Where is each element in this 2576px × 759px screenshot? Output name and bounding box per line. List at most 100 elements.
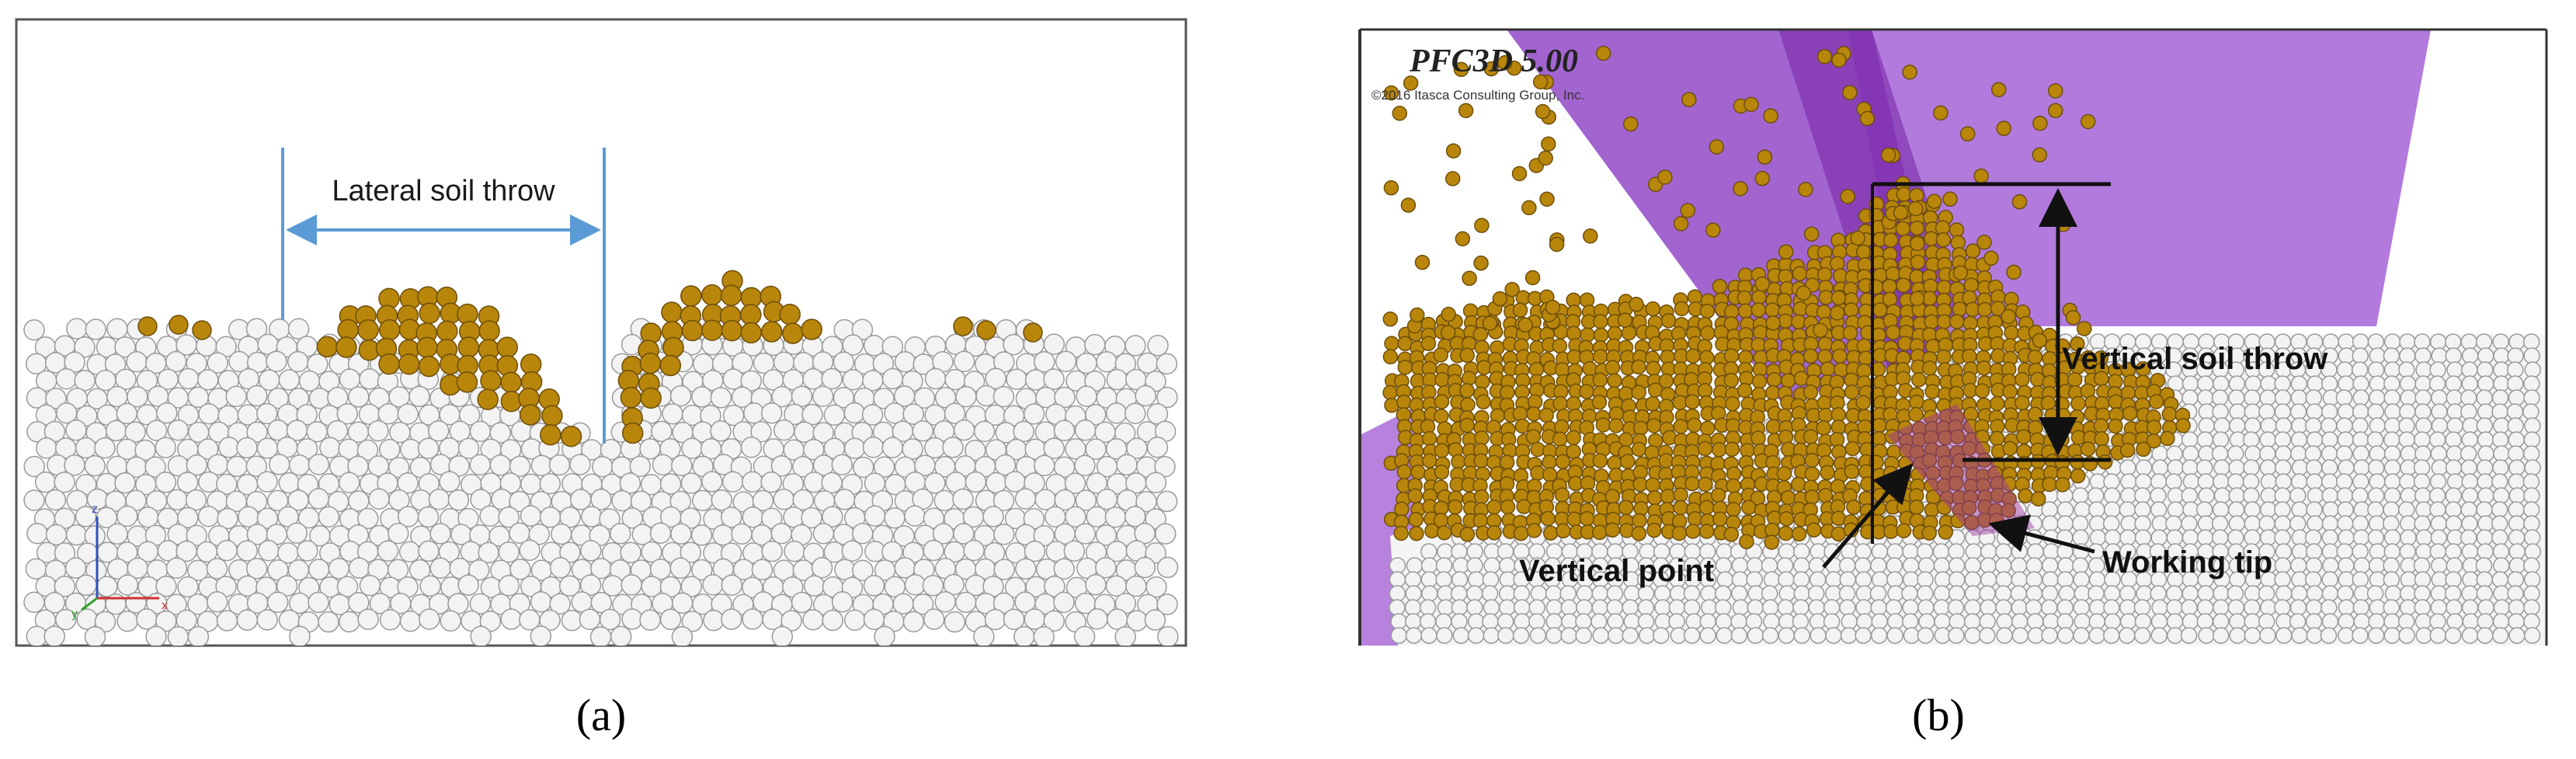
soil-particle — [2133, 627, 2151, 644]
soil-particle — [1513, 585, 1531, 602]
soil-particle — [1124, 506, 1146, 527]
soil-particle — [308, 591, 329, 614]
soil-particle — [126, 350, 148, 373]
soil-particle — [2305, 599, 2323, 616]
soil-particle — [1545, 613, 1563, 630]
soil-particle — [549, 557, 572, 579]
soil-particle — [2151, 459, 2169, 476]
soil-particle-thrown — [2070, 468, 2086, 484]
soil-particle-thrown — [1818, 290, 1834, 305]
soil-particle — [2242, 473, 2260, 490]
soil-particle — [2414, 487, 2432, 504]
soil-particle-thrown — [1832, 348, 1848, 364]
soil-particle-thrown — [1896, 277, 1911, 294]
soil-particle-thrown — [1754, 170, 1771, 186]
soil-particle — [2089, 529, 2107, 546]
soil-particle — [2228, 389, 2245, 406]
soil-particle — [2383, 473, 2401, 490]
soil-particle — [1823, 613, 1841, 630]
soil-particle — [2446, 417, 2463, 434]
soil-particle-thrown — [519, 404, 541, 426]
soil-particle-thrown — [1831, 52, 1847, 68]
soil-particle — [23, 319, 45, 341]
soil-particle-thrown — [1723, 372, 1740, 388]
soil-particle — [2071, 515, 2089, 532]
soil-particle — [1483, 599, 1500, 616]
soil-particle-thrown — [1949, 314, 1965, 329]
soil-particle — [2352, 487, 2369, 504]
soil-particle — [256, 402, 278, 425]
soil-particle — [2430, 599, 2448, 616]
soil-particle — [2337, 501, 2354, 518]
soil-particle-thrown — [1751, 374, 1768, 389]
soil-particle — [1156, 353, 1178, 375]
soil-particle-thrown — [1434, 372, 1450, 388]
soil-particle — [1933, 557, 1951, 574]
soil-particle — [1466, 585, 1483, 602]
soil-particle — [165, 557, 188, 579]
soil-particle — [732, 352, 753, 374]
soil-particle — [2274, 375, 2291, 392]
soil-particle — [2058, 585, 2076, 602]
soil-particle — [236, 437, 258, 459]
soil-particle-thrown — [2161, 406, 2178, 422]
soil-particle — [54, 472, 75, 493]
soil-particle-thrown — [1935, 232, 1952, 248]
soil-particle — [884, 507, 906, 529]
soil-particle — [2072, 529, 2089, 546]
soil-particle — [197, 505, 220, 527]
soil-particle-thrown — [1896, 186, 1912, 202]
soil-particle — [1761, 599, 1779, 616]
soil-particle-thrown — [1699, 303, 1716, 319]
soil-particle — [2166, 599, 2183, 616]
soil-particle-thrown — [1617, 312, 1633, 328]
soil-particle — [580, 540, 602, 562]
soil-particle — [2430, 557, 2448, 574]
soil-particle — [339, 611, 360, 633]
soil-particle — [599, 608, 621, 631]
soil-particle-thrown — [2015, 371, 2030, 388]
soil-particle — [881, 336, 904, 357]
soil-particle — [2073, 571, 2090, 588]
soil-particle — [984, 608, 1006, 631]
soil-particle — [43, 592, 66, 614]
soil-particle — [2167, 501, 2185, 518]
soil-particle — [802, 368, 824, 390]
soil-particle — [144, 456, 166, 478]
soil-particle — [165, 594, 187, 615]
soil-particle — [1135, 385, 1156, 407]
soil-particle — [2227, 585, 2244, 602]
soil-particle — [297, 540, 318, 562]
soil-particle-thrown — [2042, 476, 2057, 493]
soil-particle-thrown — [2027, 406, 2043, 423]
soil-particle — [1980, 571, 1997, 588]
soil-particle — [2275, 417, 2293, 434]
soil-particle — [1006, 368, 1027, 390]
soil-particle — [821, 472, 843, 494]
soil-particle — [2507, 445, 2525, 462]
soil-particle — [509, 559, 531, 580]
soil-particle — [1730, 613, 1747, 630]
soil-particle — [2506, 361, 2524, 378]
soil-particle — [2493, 361, 2510, 378]
soil-particle — [2429, 613, 2446, 630]
soil-particle — [388, 522, 409, 545]
soil-particle — [2383, 543, 2401, 560]
soil-particle — [1482, 571, 1500, 588]
soil-particle — [863, 608, 885, 630]
soil-particle — [196, 438, 219, 460]
soil-particle — [2119, 613, 2137, 630]
soil-particle — [742, 471, 763, 493]
soil-particle-thrown — [1500, 385, 1515, 400]
soil-particle — [1055, 350, 1077, 373]
soil-particle-thrown — [1681, 92, 1697, 107]
soil-particle — [136, 370, 158, 392]
soil-particle — [2275, 459, 2292, 476]
soil-particle — [1902, 571, 1920, 588]
soil-particle — [2042, 571, 2059, 588]
soil-particle-thrown — [1872, 417, 1887, 433]
soil-particle — [710, 420, 732, 442]
soil-particle — [1855, 543, 1872, 560]
soil-particle — [2384, 585, 2402, 602]
soil-particle — [2522, 403, 2539, 420]
